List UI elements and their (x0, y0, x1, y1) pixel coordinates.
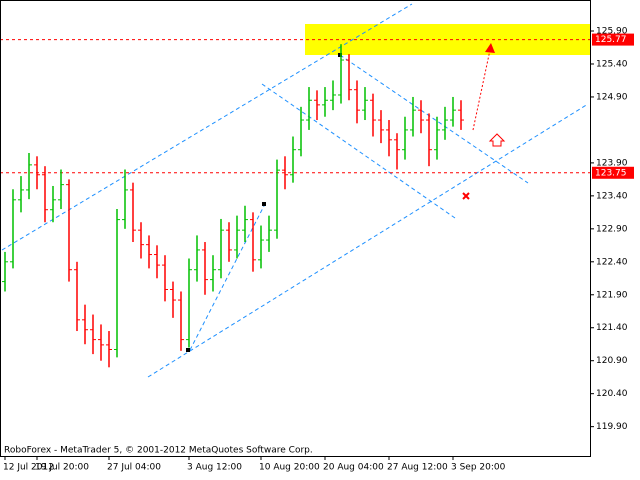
x-tick-label: 3 Aug 12:00 (187, 463, 242, 473)
channel-line (339, 54, 529, 184)
y-tick-label: 121.40 (596, 323, 628, 333)
x-tick-label: 27 Jul 04:00 (107, 463, 161, 473)
plot-frame (0, 0, 591, 457)
x-tick-label: 20 Aug 04:00 (323, 463, 384, 473)
level-label: 125.77 (595, 35, 627, 45)
y-tick-label: 125.90 (596, 27, 628, 37)
y-tick-label: 124.90 (596, 92, 628, 102)
point-mark (186, 348, 190, 352)
forecast-arrow (472, 49, 491, 131)
y-tick-label: 122.40 (596, 257, 628, 267)
y-tick-label: 122.90 (596, 224, 628, 234)
x-tick-label: 3 Sep 20:00 (451, 463, 506, 473)
y-tick-label: 121.90 (596, 290, 628, 300)
level-label-box (592, 33, 634, 46)
channel-line (1, 3, 413, 251)
arrow-head (485, 43, 495, 53)
x-tick-label: 27 Aug 12:00 (387, 463, 448, 473)
x-tick-label: 10 Aug 20:00 (259, 463, 320, 473)
level-label: 123.75 (595, 168, 627, 178)
y-tick-label: 119.90 (596, 422, 628, 432)
y-tick-label: 125.40 (596, 59, 628, 69)
level-label-box (592, 166, 634, 179)
x-tick-label: 12 Jul 2012 (3, 463, 54, 473)
footer: RoboForex - MetaTrader 5, © 2001-2012 Me… (4, 446, 313, 456)
x-tick-label: 19 Jul 20:00 (35, 463, 89, 473)
y-tick-label: 123.90 (596, 158, 628, 168)
channel-line (147, 103, 589, 378)
y-tick-label: 120.40 (596, 389, 628, 399)
point-mark (262, 202, 266, 206)
point-mark (338, 53, 342, 57)
stop-mark (462, 192, 470, 200)
buy-signal (488, 133, 506, 147)
y-tick-label: 123.40 (596, 191, 628, 201)
y-tick-label: 120.90 (596, 356, 628, 366)
